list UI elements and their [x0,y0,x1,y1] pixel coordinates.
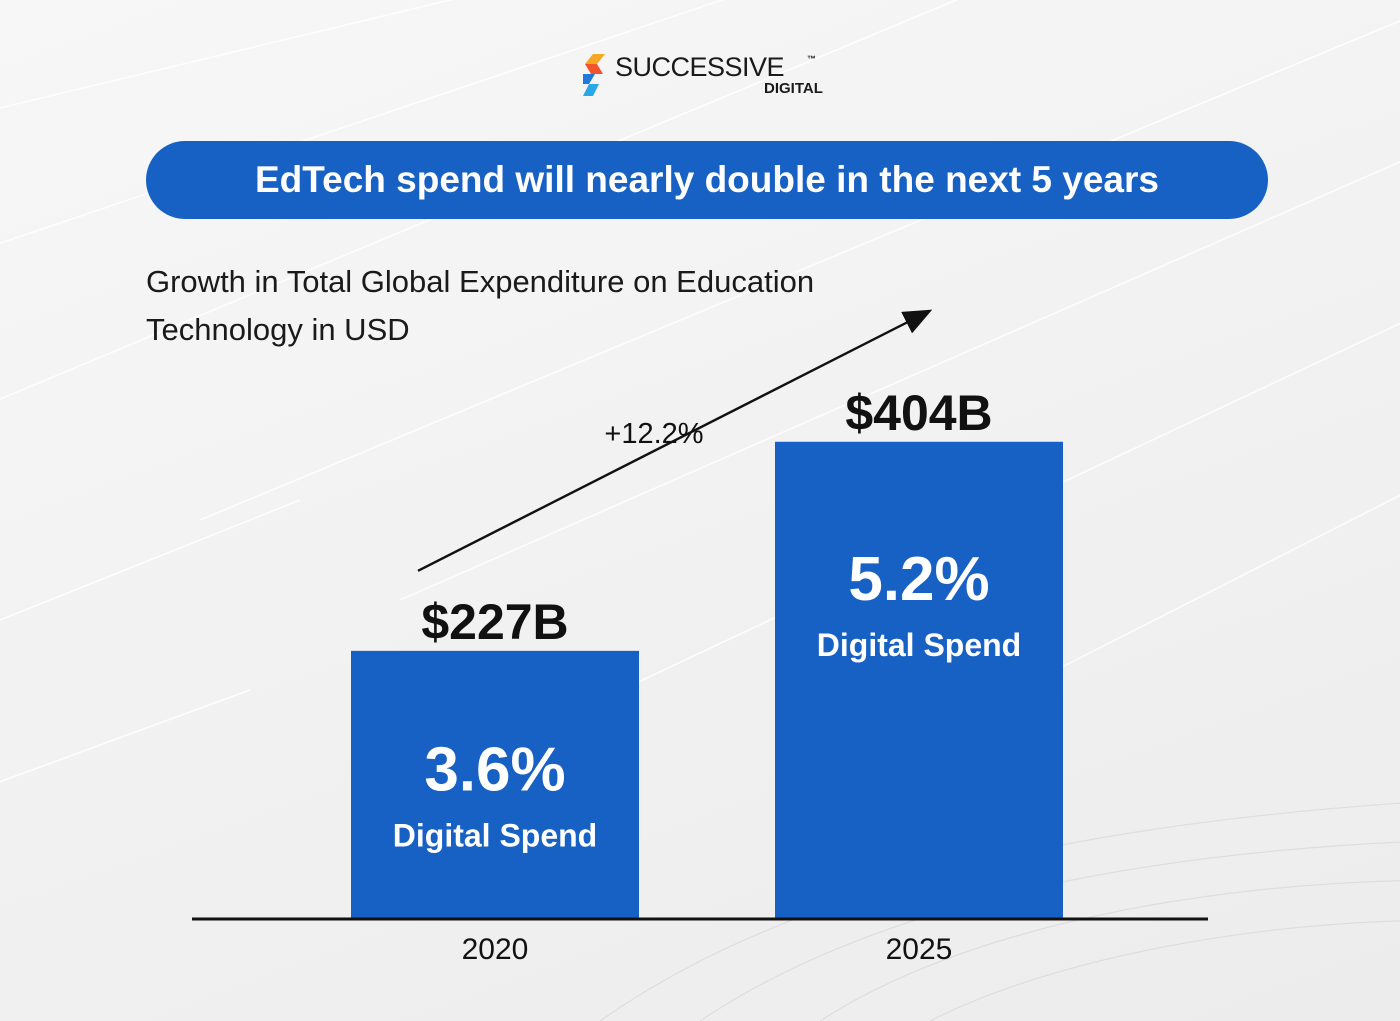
growth-label: +12.2% [604,418,703,450]
headline-text: EdTech spend will nearly double in the n… [254,159,1159,200]
value-label-2025: $404B [845,385,992,441]
x-tick-2025: 2025 [886,933,953,966]
logo-wordmark: SUCCESSIVE [615,52,785,82]
x-tick-2020: 2020 [462,933,529,966]
headline-banner: EdTech spend will nearly double in the n… [146,141,1268,219]
logo-trademark: ™ [807,54,816,64]
digital-spend-label-2020: Digital Spend [393,817,597,853]
digital-share-2025: 5.2% [848,545,989,614]
chart-subtitle: Growth in Total Global Expenditure on Ed… [146,264,815,347]
digital-share-2020: 3.6% [424,735,565,804]
digital-spend-label-2025: Digital Spend [817,627,1021,663]
logo-mark-icon [583,54,605,96]
growth-arrow [417,309,933,572]
successive-digital-logo: SUCCESSIVE ™ DIGITAL [581,52,823,100]
value-label-2020: $227B [421,594,568,650]
bar-2025 [775,441,1063,919]
bar-2020 [351,650,639,919]
logo-subtext: DIGITAL [764,80,823,97]
